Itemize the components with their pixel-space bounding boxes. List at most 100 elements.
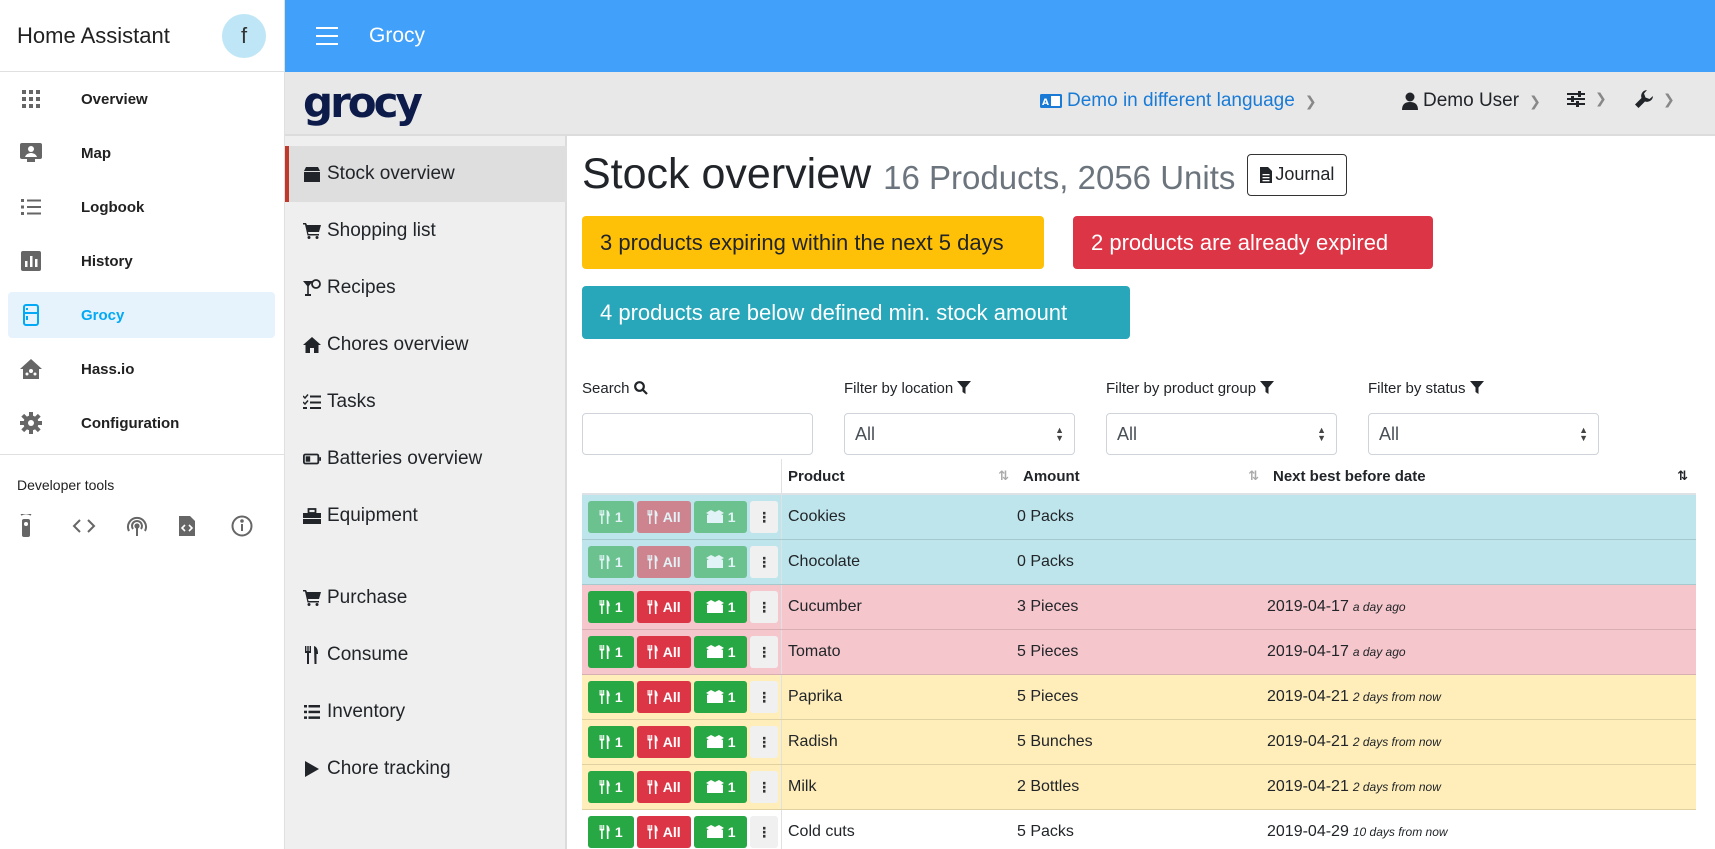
product-cell[interactable]: Cold cuts xyxy=(788,823,855,840)
consume-one-button[interactable]: 1 xyxy=(588,771,634,803)
consume-all-button[interactable]: All xyxy=(636,501,691,533)
grocy-nav-chores-overview[interactable]: Chores overview xyxy=(285,317,567,373)
status-select[interactable]: All ▲ ▼ xyxy=(1368,413,1599,455)
broadcast-icon[interactable] xyxy=(125,513,178,539)
open-one-button[interactable]: 1 xyxy=(693,591,748,623)
grocy-nav-recipes[interactable]: Recipes xyxy=(285,260,567,316)
consume-one-button[interactable]: 1 xyxy=(588,816,634,848)
alert-expiring[interactable]: 3 products expiring within the next 5 da… xyxy=(582,216,1044,269)
more-options-icon[interactable]: ⋮ xyxy=(750,591,778,623)
alert-min-stock[interactable]: 4 products are below defined min. stock … xyxy=(582,286,1130,339)
open-one-button[interactable]: 1 xyxy=(693,636,748,668)
consume-all-button[interactable]: All xyxy=(636,636,691,668)
filter-icon xyxy=(957,381,972,395)
developer-tools-label: Developer tools xyxy=(17,477,115,493)
tools-menu[interactable]: ❯ xyxy=(1635,90,1675,108)
grocy-logo[interactable]: grocy xyxy=(303,78,423,127)
amount-cell: 0 Packs xyxy=(1017,508,1074,525)
settings-menu[interactable]: ❯ xyxy=(1567,90,1607,107)
hamburger-menu-icon[interactable] xyxy=(316,27,338,45)
consume-one-button[interactable]: 1 xyxy=(588,546,634,578)
consume-all-button[interactable]: All xyxy=(636,771,691,803)
more-options-icon[interactable]: ⋮ xyxy=(750,681,778,713)
product-cell[interactable]: Paprika xyxy=(788,688,843,705)
product-cell[interactable]: Chocolate xyxy=(788,553,861,570)
amount-cell: 5 Bunches xyxy=(1017,733,1093,750)
product-group-select[interactable]: All ▲ ▼ xyxy=(1106,413,1337,455)
consume-one-button[interactable]: 1 xyxy=(588,501,634,533)
info-icon[interactable] xyxy=(231,513,284,539)
grocy-nav-batteries-overview[interactable]: Batteries overview xyxy=(285,431,567,487)
open-one-button[interactable]: 1 xyxy=(693,816,748,848)
consume-one-button[interactable]: 1 xyxy=(588,681,634,713)
language-link[interactable]: A Demo in different language ❯ xyxy=(1040,90,1317,112)
grocy-nav-inventory[interactable]: Inventory xyxy=(285,684,567,740)
consume-one-button[interactable]: 1 xyxy=(588,726,634,758)
group-label-row: Filter by product group xyxy=(1106,377,1359,399)
chevron-right-icon: ❯ xyxy=(1663,90,1675,107)
gear-icon xyxy=(20,412,42,434)
more-options-icon[interactable]: ⋮ xyxy=(750,501,778,533)
amount-cell: 5 Packs xyxy=(1017,823,1074,840)
grocy-nav-equipment[interactable]: Equipment xyxy=(285,488,567,544)
grocy-nav-stock-overview[interactable]: Stock overview xyxy=(285,146,567,202)
more-options-icon[interactable]: ⋮ xyxy=(750,546,778,578)
box-open-icon xyxy=(705,735,728,749)
ha-nav-configuration[interactable]: Configuration xyxy=(8,400,275,446)
product-cell[interactable]: Cucumber xyxy=(788,598,862,615)
box-icon xyxy=(303,166,321,182)
header-product-label: Product xyxy=(788,467,845,485)
remote-icon[interactable] xyxy=(19,513,72,539)
open-one-button[interactable]: 1 xyxy=(693,726,748,758)
open-one-button[interactable]: 1 xyxy=(693,546,748,578)
grocy-nav-purchase[interactable]: Purchase xyxy=(285,570,567,626)
grocy-nav-shopping-list[interactable]: Shopping list xyxy=(285,203,567,259)
avatar[interactable]: f xyxy=(222,13,266,58)
developer-tools xyxy=(0,493,284,539)
journal-button[interactable]: Journal xyxy=(1247,153,1348,196)
ha-nav-overview[interactable]: Overview xyxy=(8,76,275,122)
header-next-best-before[interactable]: Next best before date ⇅ xyxy=(1267,459,1696,493)
consume-all-button[interactable]: All xyxy=(636,726,691,758)
user-menu[interactable]: Demo User ❯ xyxy=(1402,90,1541,112)
header-product[interactable]: Product ⇅ xyxy=(782,459,1017,493)
ha-nav-logbook[interactable]: Logbook xyxy=(8,184,275,230)
cart-icon xyxy=(303,590,321,606)
code-icon[interactable] xyxy=(72,513,125,539)
best-before-cell: 2019-04-17 a day ago xyxy=(1267,598,1696,616)
product-cell[interactable]: Cookies xyxy=(788,508,846,525)
more-options-icon[interactable]: ⋮ xyxy=(750,726,778,758)
grocy-nav-label: Equipment xyxy=(327,505,418,526)
alert-expired[interactable]: 2 products are already expired xyxy=(1073,216,1433,269)
ha-nav-history[interactable]: History xyxy=(8,238,275,284)
product-cell[interactable]: Radish xyxy=(788,733,838,750)
ha-nav-hassio[interactable]: Hass.io xyxy=(8,346,275,392)
more-options-icon[interactable]: ⋮ xyxy=(750,636,778,668)
ha-nav-map[interactable]: Map xyxy=(8,130,275,176)
more-options-icon[interactable]: ⋮ xyxy=(750,816,778,848)
open-one-button[interactable]: 1 xyxy=(693,681,748,713)
product-cell[interactable]: Tomato xyxy=(788,643,841,660)
search-input[interactable] xyxy=(582,413,813,455)
consume-all-button[interactable]: All xyxy=(636,681,691,713)
consume-one-button[interactable]: 1 xyxy=(588,636,634,668)
consume-all-button[interactable]: All xyxy=(636,816,691,848)
more-options-icon[interactable]: ⋮ xyxy=(750,771,778,803)
file-code-icon[interactable] xyxy=(178,513,231,539)
toolbox-icon xyxy=(303,508,321,524)
table-row: 1 All 1 ⋮ Chocolate 0 Packs xyxy=(582,540,1696,585)
ha-nav-label: Map xyxy=(81,144,111,162)
consume-all-button[interactable]: All xyxy=(636,546,691,578)
grocy-nav-consume[interactable]: Consume xyxy=(285,627,567,683)
location-select[interactable]: All ▲ ▼ xyxy=(844,413,1075,455)
consume-all-button[interactable]: All xyxy=(636,591,691,623)
ha-nav-grocy[interactable]: Grocy xyxy=(8,292,275,338)
open-one-button[interactable]: 1 xyxy=(693,771,748,803)
best-before-date: 2019-04-21 xyxy=(1267,733,1349,750)
header-amount[interactable]: Amount ⇅ xyxy=(1017,459,1267,493)
grocy-nav-chore-tracking[interactable]: Chore tracking xyxy=(285,741,567,797)
grocy-nav-tasks[interactable]: Tasks xyxy=(285,374,567,430)
consume-one-button[interactable]: 1 xyxy=(588,591,634,623)
product-cell[interactable]: Milk xyxy=(788,778,817,795)
open-one-button[interactable]: 1 xyxy=(693,501,748,533)
